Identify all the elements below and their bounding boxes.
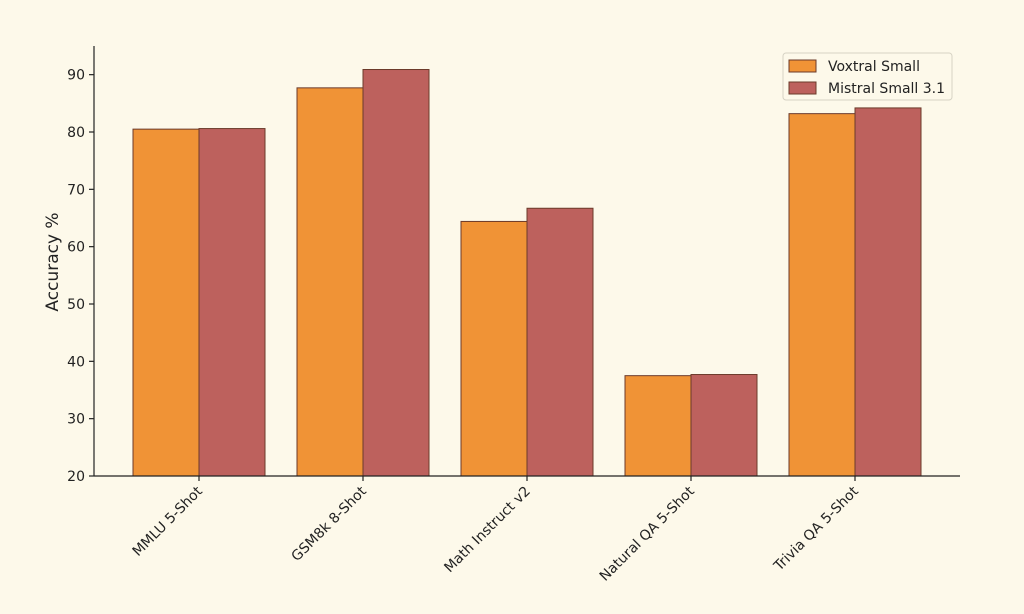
x-tick-label: GSM8k 8-Shot: [288, 483, 370, 565]
x-tick-label: Math Instruct v2: [441, 484, 533, 576]
bar-mistral-small: [854, 107, 922, 477]
legend-swatch: [788, 81, 817, 95]
bar-voxtral-small: [132, 128, 200, 477]
y-tick-label: 80: [67, 125, 85, 141]
legend-swatch: [788, 59, 817, 73]
bar-voxtral-small: [624, 375, 692, 477]
bar-voxtral-small: [296, 87, 364, 477]
bar-voxtral-small: [460, 220, 528, 477]
y-tick-label: 70: [67, 182, 85, 198]
y-tick-label: 50: [67, 297, 85, 313]
legend-label: Mistral Small 3.1: [828, 81, 945, 97]
y-ticks-group: 20 30 40 50 60 70 80 90: [67, 68, 94, 485]
bar-mistral-small: [526, 207, 594, 477]
y-tick-label: 30: [67, 412, 85, 428]
bar-mistral-small: [198, 128, 266, 477]
x-tick-label: MMLU 5-Shot: [130, 483, 207, 560]
x-ticks-group: MMLU 5-Shot GSM8k 8-Shot Math Instruct v2 N…: [130, 476, 862, 585]
legend-label: Voxtral Small: [828, 59, 920, 75]
legend: Voxtral Small Mistral Small 3.1: [782, 52, 953, 101]
y-tick-label: 20: [67, 469, 85, 485]
bar-voxtral-small: [788, 113, 856, 477]
bar-mistral-small: [690, 374, 758, 477]
legend-frame: [782, 52, 953, 101]
bar-mistral-small: [362, 69, 430, 477]
bars-group: [132, 69, 922, 477]
x-tick-label: Natural QA 5-Shot: [597, 483, 698, 584]
y-tick-label: 60: [67, 240, 85, 256]
y-tick-label: 90: [67, 68, 85, 84]
y-axis-title: Accuracy %: [43, 212, 63, 311]
x-tick-label: Trivia QA 5-Shot: [770, 483, 862, 575]
y-tick-label: 40: [67, 354, 85, 370]
